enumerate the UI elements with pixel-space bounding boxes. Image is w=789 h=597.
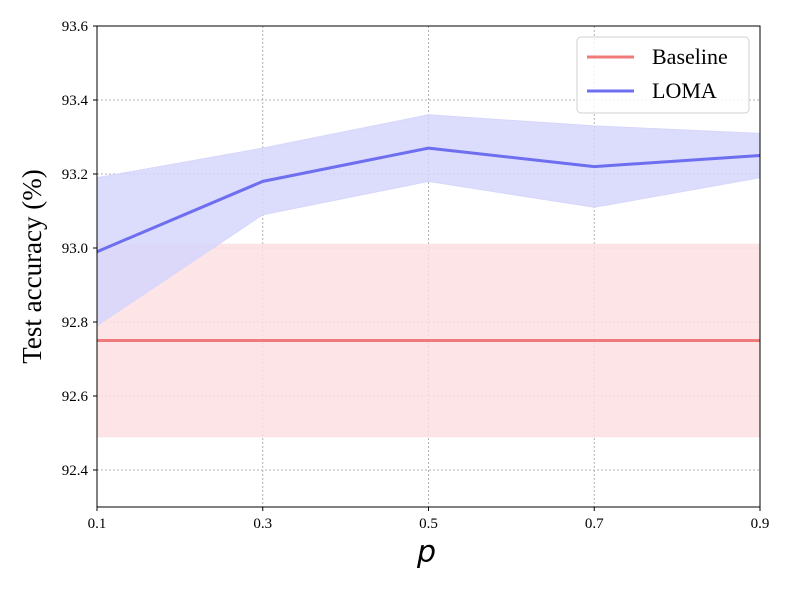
y-tick-label: 92.6	[62, 389, 89, 405]
x-tick-label: 0.1	[88, 516, 107, 532]
x-tick-label: 0.5	[419, 516, 438, 532]
y-tick-label: 93.6	[62, 19, 89, 35]
y-tick-label: 93.2	[62, 167, 88, 183]
y-tick-label: 92.4	[62, 463, 89, 479]
legend: Baseline LOMA	[576, 36, 750, 114]
series-lines	[96, 146, 761, 342]
legend-label: LOMA	[652, 78, 717, 103]
line-loma	[96, 146, 761, 254]
y-tick-label: 92.8	[62, 315, 88, 331]
y-tick-label: 93.0	[62, 241, 88, 257]
x-tick-label: 0.9	[751, 516, 770, 532]
legend-label: Baseline	[652, 44, 728, 69]
axis-ticks: 0.1 0.3 0.5 0.7 0.9 92.4 92.6 92.8 93.0 93.2 93.4 9…	[62, 19, 770, 532]
x-tick-label: 0.7	[585, 516, 604, 532]
y-axis-label: Test accuracy (%)	[17, 169, 47, 363]
x-axis-label: p	[416, 535, 436, 570]
x-tick-label: 0.3	[253, 516, 272, 532]
y-tick-label: 93.4	[62, 93, 89, 109]
